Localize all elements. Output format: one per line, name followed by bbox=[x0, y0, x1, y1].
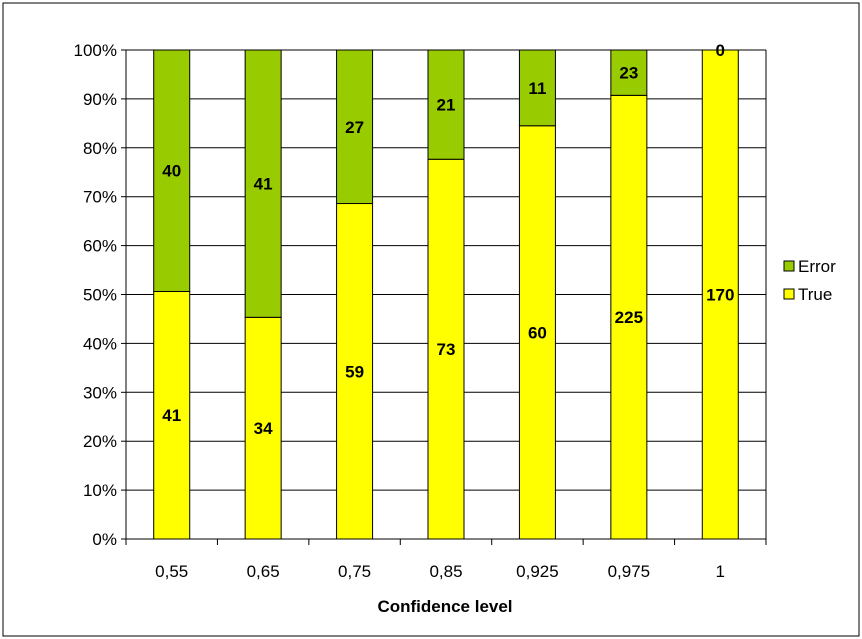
y-tick-label: 100% bbox=[74, 41, 117, 60]
bar-segment-true bbox=[518, 125, 556, 540]
legend-swatch-true bbox=[783, 288, 795, 300]
data-label: 34 bbox=[254, 419, 273, 438]
legend-label-error: Error bbox=[798, 257, 836, 276]
y-tick-label: 60% bbox=[83, 237, 117, 256]
data-label: 170 bbox=[706, 286, 734, 305]
data-label: 0 bbox=[716, 41, 725, 60]
y-tick-label: 20% bbox=[83, 432, 117, 451]
x-tick-label: 0,55 bbox=[155, 562, 188, 581]
y-tick-label: 50% bbox=[83, 286, 117, 305]
y-tick-label: 10% bbox=[83, 481, 117, 500]
bar-segment-true bbox=[610, 94, 648, 540]
x-tick-label: 0,85 bbox=[429, 562, 462, 581]
x-tick-label: 0,75 bbox=[338, 562, 371, 581]
y-tick-label: 90% bbox=[83, 90, 117, 109]
bar-segment-error bbox=[427, 49, 465, 160]
y-axis: 0% 10% 20% 30% 40% 50% 60% 70% 80% 90% 100% bbox=[74, 41, 127, 549]
y-tick-label: 30% bbox=[83, 383, 117, 402]
legend: Error True bbox=[783, 257, 836, 304]
y-tick-label: 40% bbox=[83, 334, 117, 353]
data-label: 40 bbox=[162, 162, 181, 181]
data-label: 225 bbox=[615, 308, 643, 327]
data-labels: 41 40 34 41 59 27 73 21 60 11 225 23 170 0 bbox=[162, 41, 734, 438]
data-label: 11 bbox=[528, 79, 546, 98]
bar-segment-error bbox=[610, 49, 648, 96]
bar-segment-error bbox=[518, 49, 556, 127]
y-tick-label: 80% bbox=[83, 139, 117, 158]
y-tick-label: 70% bbox=[83, 188, 117, 207]
legend-label-true: True bbox=[798, 285, 832, 304]
x-tick-label: 0,975 bbox=[608, 562, 651, 581]
x-tick-label: 0,925 bbox=[516, 562, 559, 581]
data-label: 27 bbox=[345, 118, 364, 137]
data-label: 60 bbox=[528, 323, 547, 342]
y-tick-label: 0% bbox=[92, 530, 117, 549]
bar-segment-error bbox=[336, 49, 374, 205]
data-label: 59 bbox=[345, 362, 364, 381]
data-label: 21 bbox=[437, 96, 456, 115]
data-label: 41 bbox=[162, 406, 181, 425]
bar-segment-error bbox=[244, 49, 282, 318]
x-axis-title: Confidence level bbox=[377, 597, 512, 616]
data-label: 23 bbox=[619, 64, 638, 83]
x-tick-label: 1 bbox=[716, 562, 725, 581]
x-axis: 0,55 0,65 0,75 0,85 0,925 0,975 1 bbox=[125, 538, 767, 581]
bar-segment-true bbox=[244, 316, 282, 540]
bar-segment-error bbox=[153, 49, 191, 292]
legend-swatch-error bbox=[783, 260, 795, 272]
x-tick-label: 0,65 bbox=[247, 562, 280, 581]
data-label: 73 bbox=[437, 340, 456, 359]
data-label: 41 bbox=[254, 175, 273, 194]
bars bbox=[153, 49, 739, 540]
